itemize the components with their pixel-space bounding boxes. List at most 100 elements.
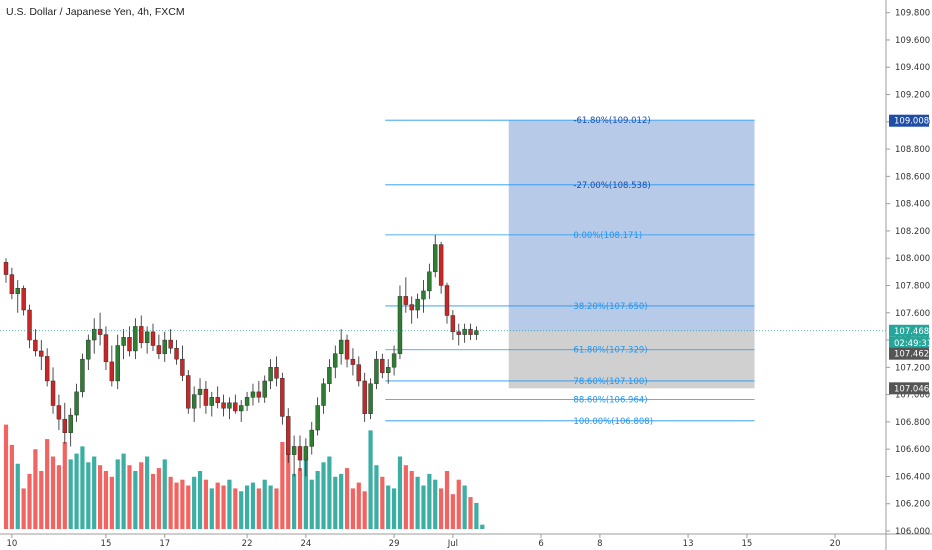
candle[interactable] <box>415 298 420 311</box>
candle[interactable] <box>403 296 409 305</box>
candle[interactable] <box>115 345 120 382</box>
candle[interactable] <box>233 402 238 412</box>
candle[interactable] <box>409 304 414 311</box>
volume-bar <box>209 488 214 529</box>
candle[interactable] <box>162 339 167 354</box>
candle[interactable] <box>156 345 162 354</box>
candle[interactable] <box>27 309 32 341</box>
candle[interactable] <box>297 446 303 461</box>
loss-zone[interactable] <box>508 331 755 389</box>
candle[interactable] <box>356 364 361 382</box>
candle[interactable] <box>197 388 203 395</box>
candle[interactable] <box>280 378 285 417</box>
candle[interactable] <box>39 350 44 357</box>
candle[interactable] <box>74 391 79 416</box>
volume-bar <box>350 488 356 529</box>
candle[interactable] <box>174 348 179 360</box>
candle[interactable] <box>50 380 56 406</box>
candle[interactable] <box>444 285 450 316</box>
candle[interactable] <box>121 337 126 346</box>
candle[interactable] <box>262 380 267 398</box>
candle[interactable] <box>344 339 350 360</box>
price-badge <box>889 347 929 360</box>
profit-zone[interactable] <box>508 120 755 332</box>
volume-bar <box>239 491 244 529</box>
candle[interactable] <box>286 416 291 455</box>
candle[interactable] <box>191 394 197 409</box>
candle[interactable] <box>168 339 173 349</box>
volume-bar <box>127 465 132 529</box>
candle[interactable] <box>468 328 473 335</box>
volume-bar <box>415 476 420 529</box>
candle[interactable] <box>250 391 256 398</box>
candle[interactable] <box>268 367 273 382</box>
candle[interactable] <box>3 262 9 275</box>
candle[interactable] <box>103 334 109 363</box>
candle[interactable] <box>62 418 67 433</box>
candle[interactable] <box>144 331 150 343</box>
volume-bar <box>174 482 179 529</box>
candle[interactable] <box>56 405 62 420</box>
candle[interactable] <box>86 339 91 360</box>
price-badge <box>889 324 929 337</box>
candle[interactable] <box>333 353 338 368</box>
candle[interactable] <box>80 358 85 393</box>
candle[interactable] <box>462 328 467 335</box>
candle[interactable] <box>44 356 50 382</box>
candle[interactable] <box>438 244 444 286</box>
candle[interactable] <box>186 375 191 409</box>
volume-bar <box>168 476 173 529</box>
candle[interactable] <box>397 296 403 354</box>
volume-bar <box>403 465 408 529</box>
candle[interactable] <box>150 331 156 346</box>
candle[interactable] <box>215 397 220 403</box>
candle[interactable] <box>15 288 20 294</box>
candle[interactable] <box>109 361 115 382</box>
candle[interactable] <box>97 328 103 335</box>
candle[interactable] <box>362 380 367 414</box>
volume-bar <box>192 476 197 529</box>
candle[interactable] <box>244 397 250 406</box>
candle[interactable] <box>227 402 232 409</box>
volume-bar <box>156 468 161 529</box>
y-tick-label: 108.600 <box>895 172 930 182</box>
candle[interactable] <box>421 290 426 300</box>
candle[interactable] <box>309 429 314 447</box>
candle[interactable] <box>139 326 144 343</box>
candle[interactable] <box>321 383 326 406</box>
candle[interactable] <box>33 339 38 352</box>
candle[interactable] <box>338 339 344 354</box>
candle[interactable] <box>127 337 132 352</box>
candle[interactable] <box>380 358 385 373</box>
candle[interactable] <box>303 446 309 461</box>
candle[interactable] <box>456 331 461 335</box>
candle[interactable] <box>68 414 73 433</box>
candle[interactable] <box>350 358 356 365</box>
candle[interactable] <box>374 358 379 384</box>
candle[interactable] <box>450 315 456 333</box>
x-tick-label: Jul <box>447 539 458 549</box>
candle[interactable] <box>133 326 138 352</box>
candle[interactable] <box>315 405 320 431</box>
candle[interactable] <box>327 367 332 384</box>
candle[interactable] <box>368 383 373 414</box>
candle[interactable] <box>221 402 226 409</box>
candle[interactable] <box>9 274 15 294</box>
candle[interactable] <box>203 388 209 406</box>
candle[interactable] <box>180 358 185 376</box>
candle[interactable] <box>474 330 479 335</box>
candle[interactable] <box>433 244 438 273</box>
candle[interactable] <box>256 391 262 398</box>
candle[interactable] <box>238 405 244 412</box>
candle[interactable] <box>291 446 297 455</box>
candle[interactable] <box>209 397 215 406</box>
candle[interactable] <box>274 367 279 379</box>
volume-bar <box>368 430 373 529</box>
candle[interactable] <box>91 328 97 341</box>
candle[interactable] <box>391 353 397 368</box>
candle[interactable] <box>386 367 391 373</box>
x-tick-label: 15 <box>741 539 752 549</box>
candle[interactable] <box>427 271 432 292</box>
candle[interactable] <box>21 288 26 311</box>
